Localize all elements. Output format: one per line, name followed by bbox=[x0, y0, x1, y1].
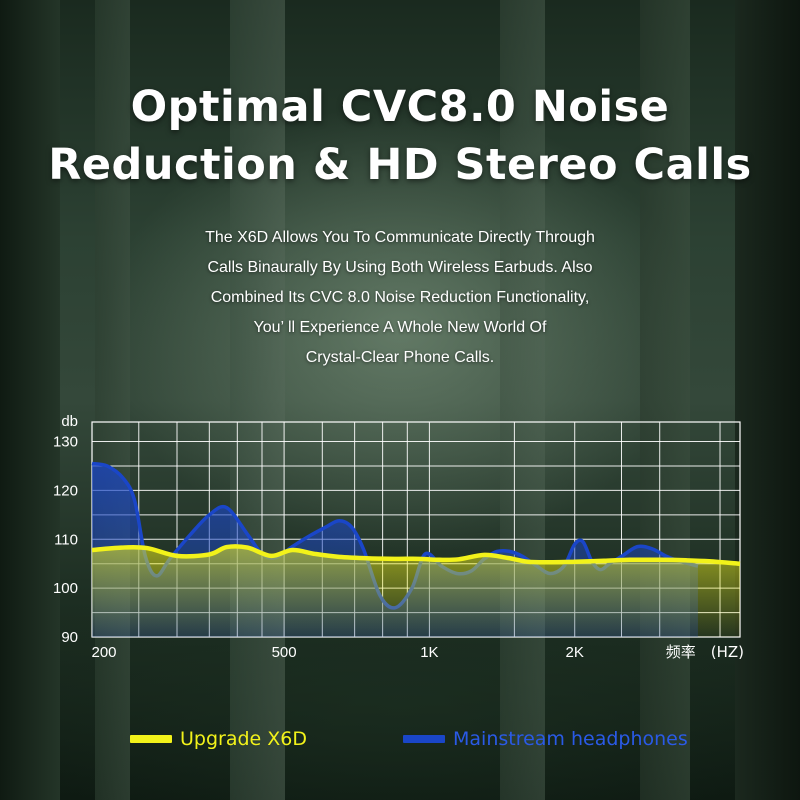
x-axis-label: 频率 (HZ) bbox=[666, 643, 744, 661]
legend-item-upgrade: Upgrade X6D bbox=[130, 728, 307, 750]
legend-swatch-mainstream bbox=[403, 735, 445, 743]
legend-item-mainstream: Mainstream headphones bbox=[403, 728, 688, 750]
description-line-2: Calls Binaurally By Using Both Wireless … bbox=[207, 259, 593, 276]
frequency-response-chart: 130 120 110 100 90 db 200 500 1K 2K 频率 (HZ) bbox=[53, 413, 744, 661]
x-tick-label: 200 bbox=[91, 644, 116, 661]
y-tick-label: 90 bbox=[61, 629, 78, 646]
y-tick-label: 110 bbox=[54, 531, 78, 548]
y-tick-label: 120 bbox=[53, 482, 78, 499]
y-tick-label: 100 bbox=[53, 580, 78, 597]
headline-line-2: Reduction & HD Stereo Calls bbox=[48, 140, 752, 190]
x-tick-label: 2K bbox=[566, 644, 584, 661]
legend: Upgrade X6D Mainstream headphones bbox=[0, 728, 800, 758]
headline: Optimal CVC8.0 Noise Reduction & HD Ster… bbox=[0, 78, 800, 194]
description-line-4: You’ ll Experience A Whole New World Of bbox=[253, 319, 547, 336]
description-line-5: Crystal-Clear Phone Calls. bbox=[305, 349, 495, 366]
legend-label-upgrade: Upgrade X6D bbox=[180, 728, 308, 750]
legend-label-mainstream: Mainstream headphones bbox=[453, 728, 688, 750]
description-line-3: Combined Its CVC 8.0 Noise Reduction Fun… bbox=[210, 289, 590, 306]
description: The X6D Allows You To Communicate Direct… bbox=[0, 223, 800, 373]
y-tick-label: 130 bbox=[53, 434, 78, 451]
legend-swatch-upgrade bbox=[130, 735, 172, 743]
chart-labels: 130 120 110 100 90 db 200 500 1K 2K 频率 (HZ) bbox=[53, 413, 744, 661]
x-tick-label: 1K bbox=[420, 644, 438, 661]
chart-marks bbox=[91, 461, 741, 637]
description-line-1: The X6D Allows You To Communicate Direct… bbox=[205, 229, 595, 246]
series-upgrade-area bbox=[92, 546, 740, 637]
x-tick-label: 500 bbox=[272, 644, 297, 661]
headline-line-1: Optimal CVC8.0 Noise bbox=[130, 82, 670, 132]
series-upgrade-line bbox=[91, 544, 741, 566]
y-axis-label: db bbox=[61, 413, 78, 430]
